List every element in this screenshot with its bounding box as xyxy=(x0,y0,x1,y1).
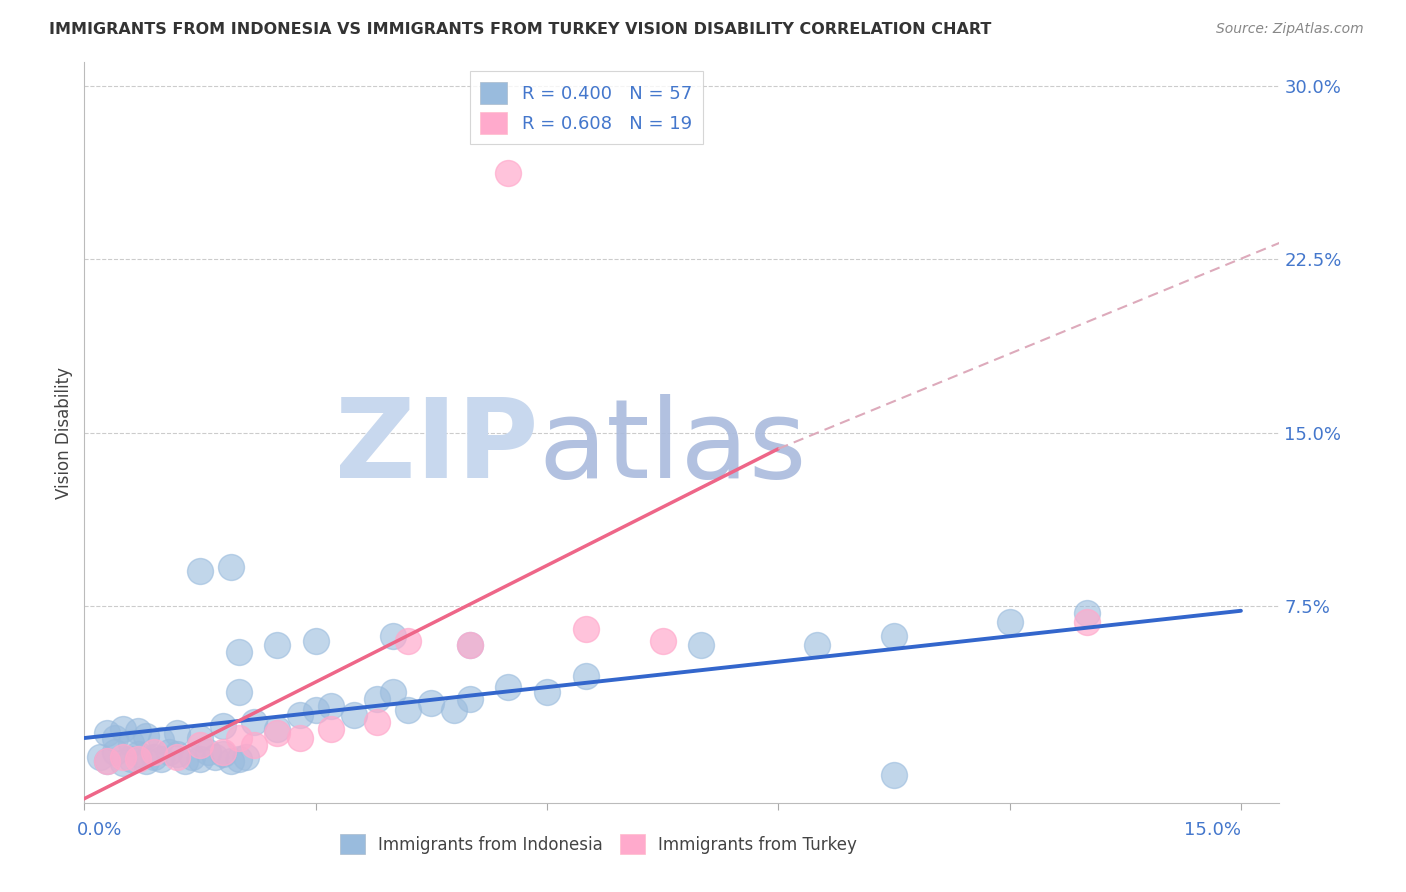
Point xyxy=(219,754,242,768)
Point xyxy=(142,749,165,764)
Point xyxy=(166,726,188,740)
Point xyxy=(536,685,558,699)
Point xyxy=(420,696,443,710)
Point xyxy=(396,633,419,648)
Point xyxy=(305,703,328,717)
Point xyxy=(498,166,520,180)
Point xyxy=(188,738,211,752)
Point xyxy=(219,559,242,574)
Point xyxy=(135,754,157,768)
Point xyxy=(228,731,250,745)
Point xyxy=(135,729,157,743)
Point xyxy=(690,639,713,653)
Point xyxy=(197,745,219,759)
Point xyxy=(127,724,149,739)
Point xyxy=(366,714,388,729)
Point xyxy=(396,703,419,717)
Point xyxy=(120,752,142,766)
Text: 15.0%: 15.0% xyxy=(1184,822,1241,839)
Point xyxy=(111,756,134,771)
Point xyxy=(266,726,288,740)
Text: 0.0%: 0.0% xyxy=(77,822,122,839)
Point xyxy=(883,629,905,643)
Point xyxy=(111,749,134,764)
Point xyxy=(574,622,596,636)
Point xyxy=(104,745,127,759)
Text: IMMIGRANTS FROM INDONESIA VS IMMIGRANTS FROM TURKEY VISION DISABILITY CORRELATIO: IMMIGRANTS FROM INDONESIA VS IMMIGRANTS … xyxy=(49,22,991,37)
Point xyxy=(96,754,118,768)
Point xyxy=(498,680,520,694)
Point xyxy=(458,691,481,706)
Point xyxy=(235,749,257,764)
Point xyxy=(181,749,204,764)
Legend: Immigrants from Indonesia, Immigrants from Turkey: Immigrants from Indonesia, Immigrants fr… xyxy=(333,828,863,861)
Point xyxy=(104,731,127,745)
Point xyxy=(166,747,188,762)
Point xyxy=(173,754,195,768)
Point xyxy=(458,639,481,653)
Point xyxy=(89,749,111,764)
Point xyxy=(266,722,288,736)
Point xyxy=(883,768,905,782)
Point xyxy=(1076,606,1098,620)
Text: atlas: atlas xyxy=(538,394,807,501)
Point xyxy=(290,731,312,745)
Point xyxy=(381,629,404,643)
Point xyxy=(212,745,235,759)
Point xyxy=(319,722,342,736)
Point xyxy=(574,668,596,682)
Point xyxy=(305,633,328,648)
Point xyxy=(120,736,142,750)
Point xyxy=(366,691,388,706)
Point xyxy=(266,639,288,653)
Point xyxy=(381,685,404,699)
Point xyxy=(319,698,342,713)
Point xyxy=(127,747,149,762)
Point xyxy=(150,752,173,766)
Point xyxy=(228,685,250,699)
Point xyxy=(166,749,188,764)
Point xyxy=(651,633,673,648)
Point xyxy=(228,645,250,659)
Point xyxy=(96,754,118,768)
Point xyxy=(212,747,235,762)
Point xyxy=(998,615,1021,630)
Text: ZIP: ZIP xyxy=(335,394,538,501)
Y-axis label: Vision Disability: Vision Disability xyxy=(55,367,73,499)
Point xyxy=(212,719,235,733)
Point xyxy=(228,752,250,766)
Point xyxy=(1076,615,1098,630)
Point xyxy=(188,731,211,745)
Point xyxy=(188,565,211,579)
Point xyxy=(458,639,481,653)
Point xyxy=(290,707,312,722)
Point xyxy=(204,749,226,764)
Point xyxy=(443,703,465,717)
Point xyxy=(127,752,149,766)
Point xyxy=(243,714,266,729)
Point xyxy=(188,752,211,766)
Point xyxy=(96,726,118,740)
Text: Source: ZipAtlas.com: Source: ZipAtlas.com xyxy=(1216,22,1364,37)
Point xyxy=(343,707,366,722)
Point xyxy=(806,639,828,653)
Point xyxy=(243,738,266,752)
Point xyxy=(150,733,173,747)
Point xyxy=(111,722,134,736)
Point xyxy=(142,745,165,759)
Point xyxy=(157,745,180,759)
